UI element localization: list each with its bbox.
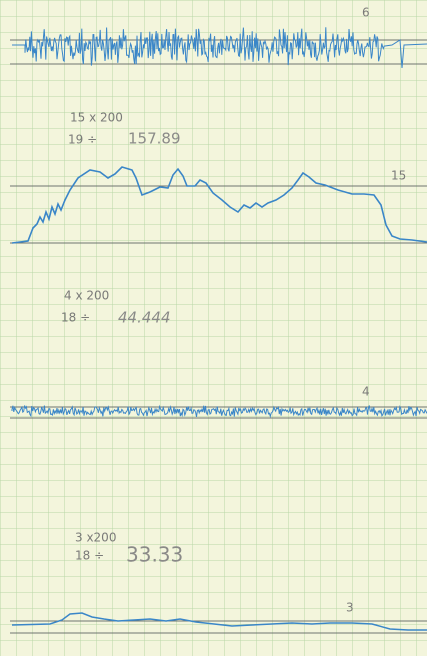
note-line: 4 x 200 [64,289,109,303]
graph-paper: 6 15 x 200 19 ÷ 157.89 15 4 x 200 18 ÷ 4… [0,0,427,656]
trace-label: 15 [391,169,406,183]
note-line: 15 x 200 [70,111,123,125]
trace-label: 6 [362,6,370,20]
note-line: 19 ÷ [68,133,97,147]
note-line: 18 ÷ [75,549,104,563]
page: 6 15 x 200 19 ÷ 157.89 15 4 x 200 18 ÷ 4… [0,0,427,656]
trace-label: 3 [346,601,354,615]
grid [0,0,427,656]
trace-label: 4 [362,385,370,399]
note-result: 44.444 [118,309,171,327]
note-line: 18 ÷ [61,311,90,325]
note-line: 3 x200 [75,531,116,545]
note-result: 33.33 [126,543,183,567]
note-result: 157.89 [128,130,181,148]
